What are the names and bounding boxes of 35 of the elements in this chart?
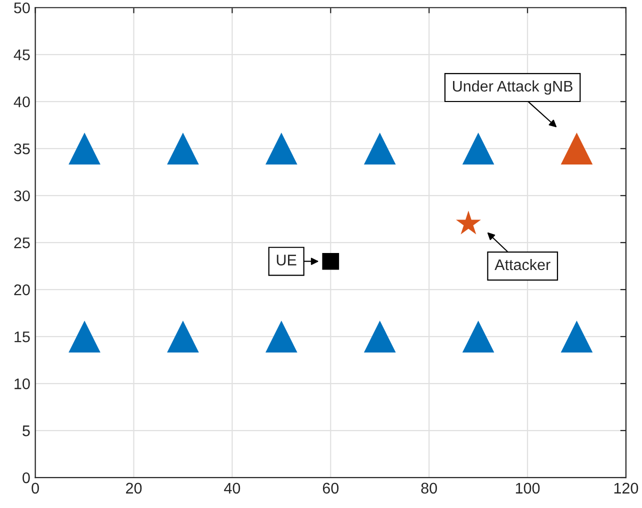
y-tick-label: 30 xyxy=(14,190,30,202)
x-tick-label: 0 xyxy=(32,482,39,494)
point xyxy=(167,320,199,352)
annotation: UE xyxy=(276,254,296,266)
y-tick-label: 20 xyxy=(14,284,30,296)
y-tick-label: 35 xyxy=(14,143,30,154)
x-tick-label: 60 xyxy=(322,482,339,494)
y-tick-label: 5 xyxy=(22,426,30,436)
point xyxy=(560,132,593,165)
point xyxy=(68,132,100,165)
point xyxy=(364,132,396,165)
point xyxy=(560,320,593,352)
y-tick-label: 50 xyxy=(14,2,30,14)
x-tick-label: 20 xyxy=(126,482,142,494)
point xyxy=(265,132,298,165)
y-tick-label: 15 xyxy=(14,332,30,342)
y-tick-label: 25 xyxy=(14,237,30,248)
point xyxy=(456,210,481,234)
annotation: Under Attack gNB xyxy=(453,80,572,95)
point xyxy=(364,320,396,352)
x-tick-label: 100 xyxy=(516,482,540,494)
y-tick-label: 40 xyxy=(14,96,30,108)
point xyxy=(265,320,298,352)
point xyxy=(322,252,340,270)
point xyxy=(462,132,494,165)
y-tick-label: 45 xyxy=(14,50,30,60)
point xyxy=(68,320,100,352)
x-tick-label: 120 xyxy=(614,482,638,494)
point xyxy=(462,320,494,352)
y-tick-label: 0 xyxy=(22,472,30,484)
x-tick-label: 80 xyxy=(421,482,437,494)
point xyxy=(167,132,199,165)
y-tick-label: 10 xyxy=(14,378,30,390)
annotation: Attacker xyxy=(494,258,550,270)
x-tick-label: 40 xyxy=(224,482,240,494)
